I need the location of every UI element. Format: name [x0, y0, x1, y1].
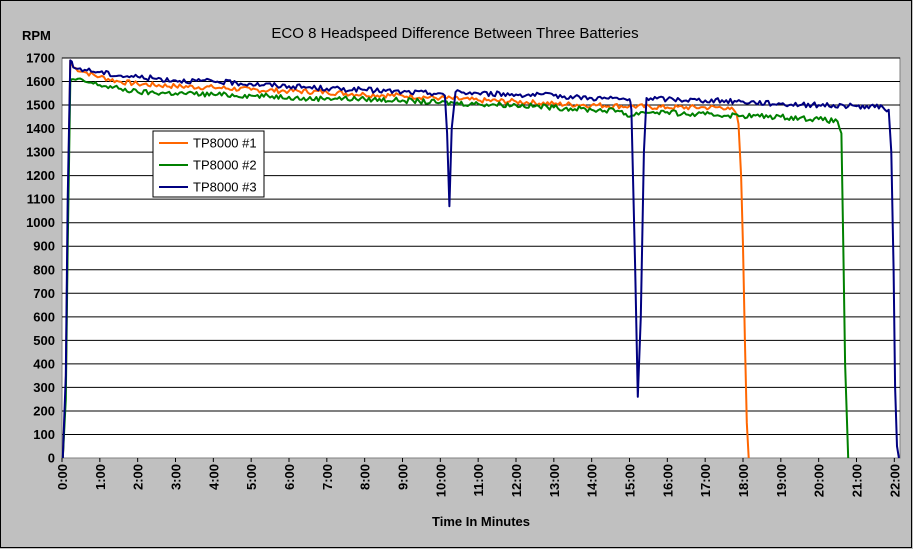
- series-line: [61, 59, 900, 459]
- x-tick-label: 17:00: [698, 464, 713, 497]
- series-line: [61, 77, 850, 459]
- x-axis-label: Time In Minutes: [432, 514, 530, 529]
- x-tick-label: 9:00: [395, 464, 410, 490]
- x-tick-label: 5:00: [244, 464, 259, 490]
- y-tick-labels: 0 100 200 300 400 500 600 700 800 900 1000 1100 1200…: [26, 51, 55, 466]
- legend-label: TP8000 #2: [193, 158, 257, 173]
- y-tick-label: 1500: [26, 98, 55, 113]
- x-tick-label: 11:00: [471, 464, 486, 497]
- x-tick-label: 2:00: [131, 464, 146, 490]
- x-tick-label: 22:00: [887, 464, 902, 497]
- y-tick-label: 500: [33, 333, 55, 348]
- y-tick-label: 100: [33, 427, 55, 442]
- y-tick-label: 1100: [27, 192, 55, 207]
- x-tick-label: 18:00: [736, 464, 751, 497]
- y-tick-label: 1200: [26, 168, 55, 183]
- grid-lines: [62, 57, 900, 435]
- y-tick-label: 600: [33, 309, 55, 324]
- y-tick-label: 400: [33, 356, 55, 371]
- y-axis-label: RPM: [22, 28, 51, 43]
- x-tick-label: 4:00: [206, 464, 221, 490]
- y-tick-label: 700: [33, 286, 55, 301]
- y-tick-label: 1400: [26, 121, 55, 136]
- y-tick-label: 200: [33, 403, 55, 418]
- x-tick-label: 0:00: [55, 464, 70, 490]
- x-tick-label: 1:00: [93, 464, 108, 490]
- y-tick-label: 300: [33, 380, 55, 395]
- x-tick-label: 6:00: [282, 464, 297, 490]
- chart-title: ECO 8 Headspeed Difference Between Three…: [271, 25, 638, 42]
- y-tick-label: 900: [33, 239, 55, 254]
- x-tick-label: 14:00: [585, 464, 600, 497]
- y-tick-label: 1300: [26, 145, 55, 160]
- x-tick-labels: 0:00 1:00 2:00 3:00 4:00 5:00 6:00 7:00 8:00 9:00…: [55, 458, 902, 497]
- series-line: [61, 59, 750, 459]
- x-tick-label: 13:00: [547, 464, 562, 497]
- x-tick-label: 16:00: [660, 464, 675, 497]
- y-tick-label: 0: [48, 451, 55, 466]
- x-tick-label: 3:00: [168, 464, 183, 490]
- x-tick-label: 12:00: [509, 464, 524, 497]
- legend-label: TP8000 #3: [193, 180, 257, 195]
- x-tick-label: 15:00: [622, 464, 637, 497]
- x-tick-label: 10:00: [433, 464, 448, 497]
- y-tick-label: 1600: [26, 74, 55, 89]
- data-series: [61, 59, 900, 459]
- y-tick-label: 1700: [26, 51, 55, 66]
- x-tick-label: 7:00: [320, 464, 335, 490]
- x-tick-label: 21:00: [849, 464, 864, 497]
- y-tick-label: 800: [33, 262, 55, 277]
- x-tick-label: 8:00: [358, 464, 373, 490]
- y-tick-label: 1000: [26, 215, 55, 230]
- x-tick-label: 20:00: [812, 464, 827, 497]
- plot-area: [61, 57, 901, 459]
- x-tick-label: 19:00: [774, 464, 789, 497]
- legend: TP8000 #1 TP8000 #2 TP8000 #3: [152, 130, 265, 198]
- legend-label: TP8000 #1: [193, 136, 257, 151]
